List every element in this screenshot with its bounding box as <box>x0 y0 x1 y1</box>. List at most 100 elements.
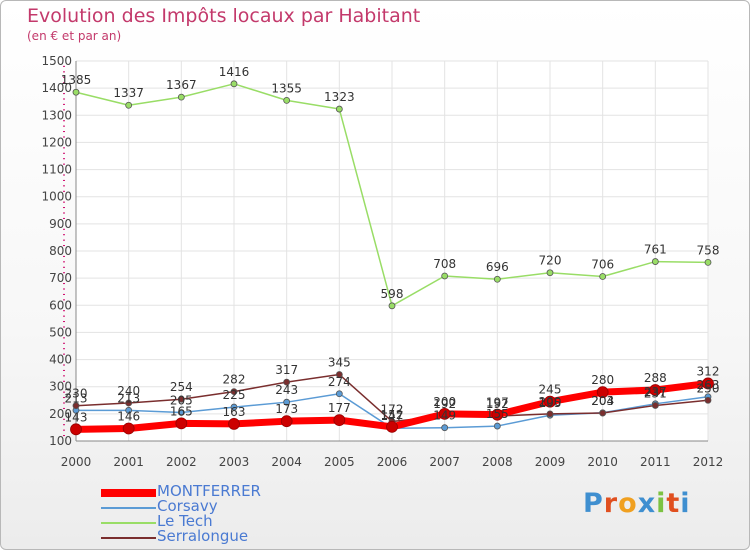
data-point-serralongue <box>546 410 554 418</box>
x-tick-label: 2003 <box>219 455 250 469</box>
data-point-montferrer <box>228 417 240 430</box>
x-tick-label: 2008 <box>482 455 513 469</box>
x-tick-label: 2010 <box>587 455 618 469</box>
data-point-le-tech <box>704 258 712 266</box>
data-label-corsavy: 263 <box>697 378 720 392</box>
data-label-le-tech: 758 <box>697 243 720 257</box>
data-label-montferrer: 152 <box>381 408 404 422</box>
data-label-le-tech: 598 <box>381 287 404 301</box>
y-tick-label: 300 <box>49 380 72 394</box>
data-point-serralongue <box>230 388 238 396</box>
proxiti-logo: Proxiti <box>583 488 691 519</box>
data-label-le-tech: 1367 <box>166 78 197 92</box>
data-point-serralongue <box>599 409 607 417</box>
data-label-corsavy: 243 <box>275 383 298 397</box>
data-point-le-tech <box>335 105 343 113</box>
data-label-le-tech: 720 <box>539 254 562 268</box>
data-point-serralongue <box>72 402 80 410</box>
y-tick-label: 1500 <box>41 54 72 68</box>
y-tick-label: 1100 <box>41 163 72 177</box>
logo-letter: r <box>603 488 619 519</box>
chart-subtitle: (en € et par an) <box>27 29 122 43</box>
data-label-corsavy: 205 <box>170 394 193 408</box>
data-point-corsavy <box>283 398 291 406</box>
data-point-le-tech <box>177 93 185 101</box>
y-tick-label: 700 <box>49 271 72 285</box>
legend-swatch-corsavy <box>101 507 156 509</box>
data-point-montferrer <box>175 417 188 430</box>
data-label-le-tech: 696 <box>486 260 509 274</box>
data-point-serralongue <box>283 378 291 386</box>
legend-swatch-serralongue <box>101 537 156 539</box>
y-tick-label: 900 <box>49 217 72 231</box>
data-label-corsavy: 149 <box>433 409 456 423</box>
data-label-montferrer: 280 <box>591 373 614 387</box>
x-tick-label: 2002 <box>166 455 197 469</box>
logo-letter: o <box>618 488 638 519</box>
data-label-corsavy: 213 <box>65 391 88 405</box>
data-point-montferrer <box>122 422 135 435</box>
x-tick-label: 2011 <box>640 455 671 469</box>
data-point-le-tech <box>441 272 449 280</box>
data-point-montferrer <box>702 377 714 390</box>
data-label-montferrer: 288 <box>644 371 667 385</box>
data-point-corsavy <box>493 422 501 430</box>
data-label-le-tech: 1416 <box>219 65 250 79</box>
data-label-serralongue: 230 <box>65 387 88 401</box>
y-tick-label: 1300 <box>41 108 72 122</box>
y-tick-label: 800 <box>49 244 72 258</box>
data-label-serralongue: 282 <box>223 373 246 387</box>
y-tick-label: 1200 <box>41 135 72 149</box>
data-point-serralongue <box>335 371 343 378</box>
data-point-serralongue <box>177 395 185 403</box>
data-label-le-tech: 706 <box>591 258 614 272</box>
data-label-corsavy: 155 <box>486 407 509 421</box>
data-label-montferrer: 197 <box>486 396 509 410</box>
data-point-corsavy <box>230 403 238 411</box>
data-label-corsavy: 195 <box>539 396 562 410</box>
legend-swatch-le-tech <box>101 522 156 524</box>
data-label-serralongue: 172 <box>381 402 404 416</box>
data-point-montferrer <box>333 414 346 427</box>
data-point-le-tech <box>125 101 133 109</box>
data-point-serralongue <box>651 402 659 409</box>
data-label-serralongue: 200 <box>539 395 562 409</box>
y-tick-label: 1000 <box>41 190 72 204</box>
data-label-corsavy: 213 <box>117 391 140 405</box>
legend-swatch-montferrer <box>101 489 156 497</box>
y-tick-label: 400 <box>49 353 72 367</box>
x-tick-label: 2000 <box>61 455 92 469</box>
data-label-montferrer: 163 <box>223 405 246 419</box>
data-label-serralongue: 192 <box>486 397 509 411</box>
x-tick-label: 2007 <box>429 455 460 469</box>
data-label-corsavy: 147 <box>381 409 404 423</box>
data-point-le-tech <box>230 80 238 88</box>
logo-letter: t <box>666 488 681 519</box>
data-point-le-tech <box>388 302 396 310</box>
data-label-le-tech: 1355 <box>271 81 302 95</box>
x-tick-label: 2006 <box>377 455 408 469</box>
data-label-serralongue: 240 <box>117 384 140 398</box>
y-tick-label: 500 <box>49 325 72 339</box>
data-label-montferrer: 173 <box>275 402 298 416</box>
legend-label-serralongue: Serralongue <box>157 527 249 545</box>
data-point-montferrer <box>491 408 504 421</box>
data-label-corsavy: 237 <box>644 385 667 399</box>
data-label-serralongue: 231 <box>644 386 667 400</box>
data-point-le-tech <box>546 269 554 277</box>
data-label-le-tech: 1385 <box>61 73 92 87</box>
legend-label-montferrer: MONTFERRER <box>157 482 261 500</box>
logo-letter: P <box>583 488 604 519</box>
data-point-montferrer <box>438 407 451 420</box>
data-point-le-tech <box>283 96 291 104</box>
data-point-corsavy <box>335 390 343 398</box>
data-point-le-tech <box>599 273 607 280</box>
data-point-corsavy <box>177 409 185 416</box>
x-tick-label: 2004 <box>271 455 302 469</box>
data-point-montferrer <box>649 384 662 396</box>
logo-letter: x <box>637 488 657 519</box>
data-label-montferrer: 245 <box>539 383 562 397</box>
y-tick-label: 1400 <box>41 81 72 95</box>
x-tick-label: 2005 <box>324 455 355 469</box>
